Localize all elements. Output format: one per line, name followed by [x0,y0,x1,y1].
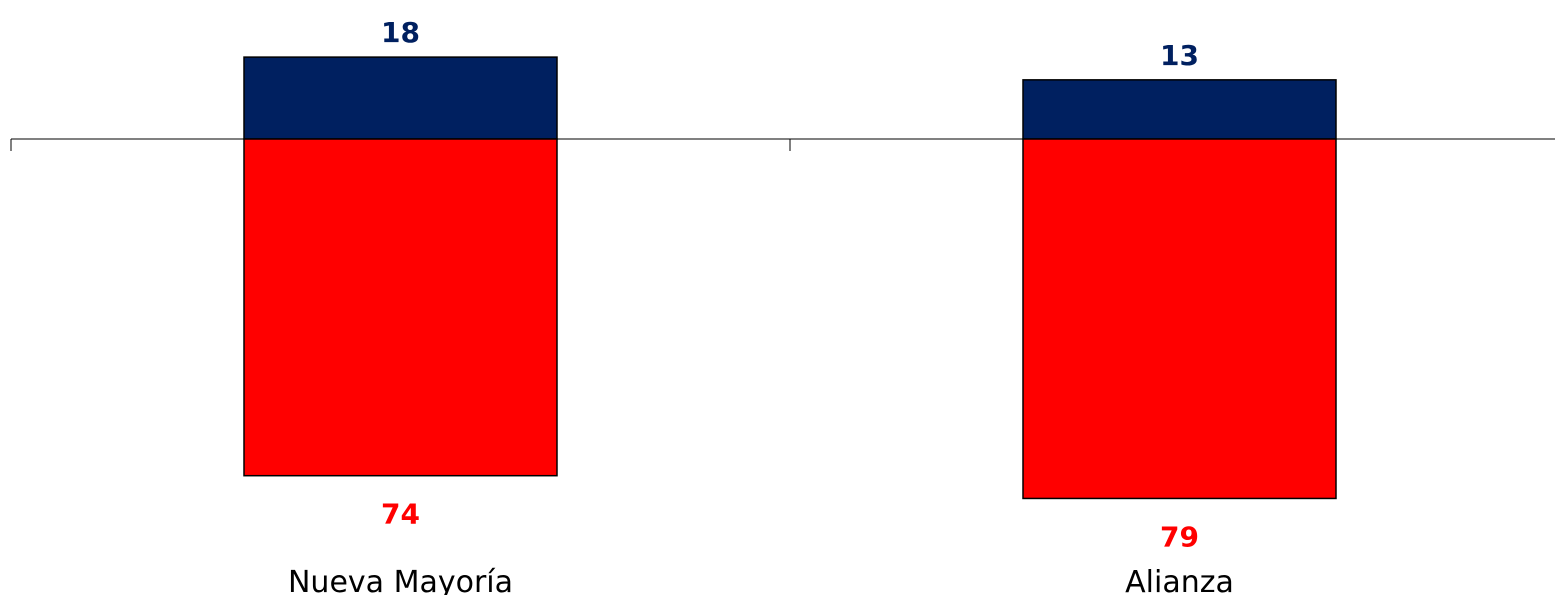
bar-positive [243,56,558,140]
bars-layer [243,56,1337,500]
data-label-negative: 79 [1160,520,1199,553]
category-label: Alianza [1125,565,1234,595]
category-label: Nueva Mayoría [288,565,513,595]
bar-negative [243,138,558,477]
data-label-negative: 74 [381,498,420,531]
data-label-positive: 13 [1160,39,1199,72]
data-label-positive: 18 [381,16,420,49]
axis-layer [10,138,1555,151]
bar-positive [1022,79,1337,140]
labels-layer: 18 74 Nueva Mayoría 13 79 Alianza [288,16,1234,595]
bar-negative [1022,138,1337,500]
